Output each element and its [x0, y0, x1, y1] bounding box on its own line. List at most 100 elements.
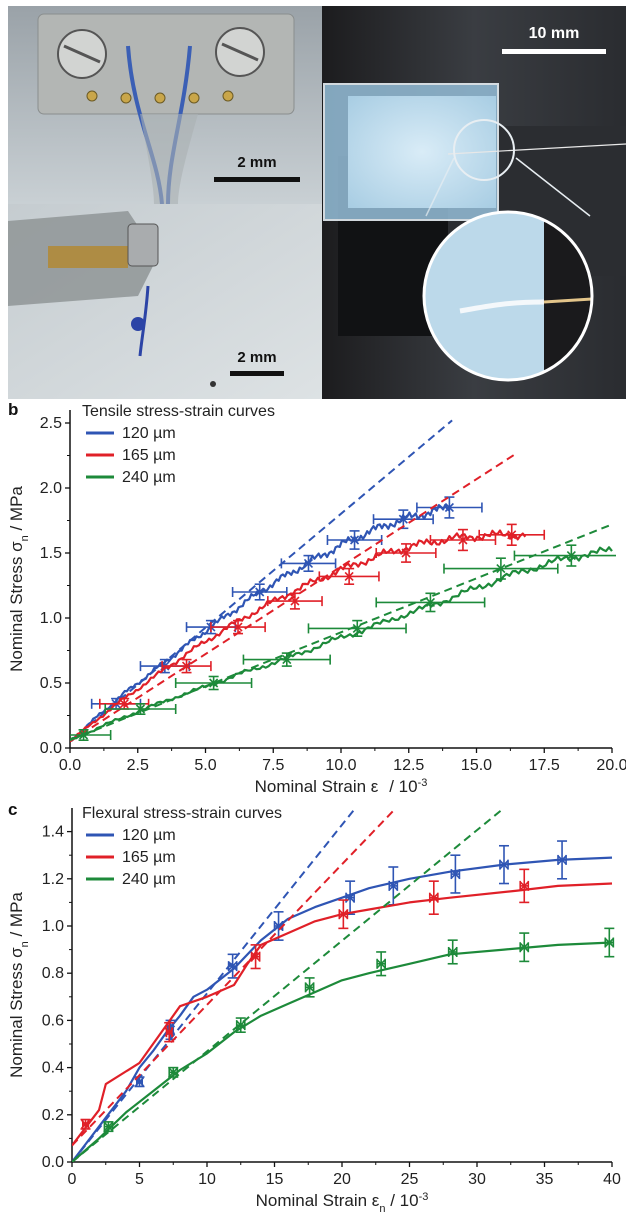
photo-panel: 2 mm 2 mm 10 mm [8, 6, 626, 399]
tensile-series-2-error-bar [429, 528, 497, 552]
flexural-series-1-error-bar [388, 866, 399, 906]
tensile-series-3-error-bar [375, 592, 486, 613]
tensile-y-tick-label: 0.0 [40, 740, 62, 757]
panel-label-b: b [8, 400, 19, 419]
flexural-series-1-error-bar [557, 840, 568, 880]
flexural-series-1-curve [72, 856, 613, 1162]
flexural-chart: 0 5 10 15 20 25 30 35 40 0.0 0.2 0.4 0.6 0.8 1.0 1.2 1.4… [7, 805, 621, 1215]
tensile-series-3-error-bar [70, 728, 112, 742]
flexural-y-tick-label: 1.0 [42, 918, 64, 935]
tensile-series-2-error-bar [210, 619, 266, 635]
tensile-series-3-error-bar [443, 557, 559, 580]
flexural-series-2-error-bar [250, 944, 261, 970]
flexural-y-tick-label: 0.0 [42, 1154, 64, 1171]
photo-sensor-top: 2 mm [8, 6, 322, 205]
flexural-series-3-curve [72, 941, 613, 1162]
panel-label-c: c [8, 800, 18, 819]
tensile-x-tick-label: 7.5 [262, 757, 284, 774]
tensile-legend-label-3: 240 µm [122, 469, 176, 486]
tensile-y-tick-label: 2.5 [40, 415, 62, 432]
tensile-x-tick-label: 5.0 [194, 757, 216, 774]
tensile-series-1-error-bar [280, 554, 337, 572]
tensile-x-tick-label: 20.0 [596, 757, 626, 774]
flexural-x-tick-label: 15 [266, 1171, 284, 1188]
tensile-plot-area [70, 419, 616, 743]
flexural-series-2-curve [72, 882, 613, 1147]
scale-label-top-left: 2 mm [237, 154, 276, 171]
tensile-x-tick-label: 2.5 [127, 757, 149, 774]
flexural-x-axis-label: Nominal Strain εn / 10-3 [256, 1191, 429, 1215]
flexural-x-tick-label: 35 [536, 1171, 554, 1188]
photo-sensor-side: 2 mm [8, 204, 322, 399]
flexural-y-tick-label: 0.2 [42, 1107, 64, 1124]
tensile-y-tick-label: 1.0 [40, 610, 62, 627]
tensile-x-tick-label: 10.0 [325, 757, 356, 774]
flexural-legend-label-3: 240 µm [122, 871, 176, 888]
tensile-series-3-error-bar [174, 675, 253, 691]
flexural-x-tick-label: 25 [401, 1171, 419, 1188]
tensile-legend-title: Tensile stress-strain curves [82, 403, 275, 420]
flexural-y-tick-label: 1.2 [42, 871, 64, 888]
tensile-series-3-curve [70, 546, 613, 741]
tensile-series-3-error-bar [307, 619, 407, 637]
photo-gel-block: 10 mm [322, 6, 626, 399]
tensile-series-2-fit-line [70, 452, 518, 743]
tensile-y-tick-label: 1.5 [40, 545, 62, 562]
flexural-x-tick-label: 5 [135, 1171, 144, 1188]
flexural-series-3-error-bar [519, 932, 530, 963]
tensile-x-tick-label: 12.5 [393, 757, 424, 774]
flexural-series-2-error-bar [164, 1021, 175, 1043]
flexural-series-1-error-bar [450, 854, 461, 894]
flexural-legend: Flexural stress-strain curves 120 µm 165 µ… [82, 805, 282, 888]
tensile-series-2-error-bar [161, 658, 212, 674]
flexural-x-tick-label: 0 [68, 1171, 77, 1188]
flexural-y-tick-label: 0.8 [42, 965, 64, 982]
flexural-series-2-error-bar [428, 880, 439, 915]
tensile-series-2-error-bar [478, 523, 546, 546]
scale-label-bottom-left: 2 mm [237, 349, 276, 366]
flexural-x-tick-label: 10 [198, 1171, 216, 1188]
tensile-y-axis-label: Nominal Stress σn / MPa [7, 486, 31, 672]
tensile-chart: 0.0 2.5 5.0 7.5 10.0 12.5 15.0 17.5 20.0 0.0 0.5 1.… [7, 403, 626, 792]
scale-label-right: 10 mm [529, 25, 580, 42]
flexural-series-1-error-bar [499, 844, 509, 885]
flexural-legend-title: Flexural stress-strain curves [82, 805, 282, 822]
flexural-x-tick-label: 20 [333, 1171, 351, 1188]
flexural-series-3-error-bar [604, 927, 615, 958]
flexural-series-3-error-bar [235, 1017, 246, 1033]
flexural-y-tick-label: 0.6 [42, 1012, 64, 1029]
flexural-y-tick-label: 0.4 [42, 1060, 64, 1077]
tensile-x-tick-label: 17.5 [529, 757, 560, 774]
tensile-series-1-error-bar [326, 530, 383, 550]
tensile-y-tick-label: 2.0 [40, 480, 62, 497]
tensile-legend-label-1: 120 µm [122, 425, 176, 442]
flexural-series-2-error-bar [80, 1118, 91, 1130]
flexural-series-2-error-bar [519, 868, 530, 904]
flexural-legend-label-1: 120 µm [122, 827, 176, 844]
flexural-x-tick-label: 40 [603, 1171, 621, 1188]
flexural-series-3-error-bar [168, 1066, 179, 1078]
flexural-series-3-fit-line [72, 807, 505, 1162]
tensile-y-tick-label: 0.5 [40, 675, 62, 692]
tensile-x-axis-label: Nominal Strain εn / 10-3 [255, 777, 428, 792]
tensile-series-2-error-bar [267, 592, 323, 610]
flexural-series-1-error-bar [227, 953, 238, 979]
flexural-series-3-error-bar [304, 977, 315, 998]
tensile-series-3-fit-line [70, 523, 613, 742]
flexural-legend-label-2: 165 µm [122, 849, 176, 866]
flexural-series-3-error-bar [447, 939, 458, 965]
tensile-legend: Tensile stress-strain curves 120 µm 165 µm… [82, 403, 275, 486]
tensile-legend-label-2: 165 µm [122, 447, 176, 464]
tensile-x-tick-label: 0.0 [59, 757, 81, 774]
tensile-series-3-error-bar [242, 652, 331, 667]
flexural-y-tick-label: 1.4 [42, 824, 64, 841]
tensile-series-3-error-bar [104, 702, 177, 716]
flexural-x-tick-label: 30 [468, 1171, 486, 1188]
flexural-series-3-error-bar [103, 1121, 114, 1133]
flexural-series-2-fit-line [72, 807, 397, 1147]
flexural-series-2-error-bar [338, 899, 349, 930]
tensile-series-3-error-bar [513, 544, 616, 567]
tensile-series-2-error-bar [375, 543, 437, 563]
flexural-plot-area [72, 807, 615, 1162]
tensile-series-2-curve [70, 529, 527, 743]
